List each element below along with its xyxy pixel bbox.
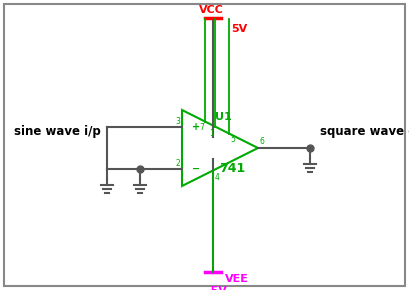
Text: sine wave i/p: sine wave i/p <box>14 126 101 139</box>
Text: -5V: -5V <box>207 286 227 290</box>
Text: −: − <box>192 164 200 174</box>
Text: 2: 2 <box>175 159 180 168</box>
Text: 5V: 5V <box>231 24 247 34</box>
Text: U1: U1 <box>215 113 231 122</box>
Text: 3: 3 <box>175 117 180 126</box>
Text: 5: 5 <box>230 135 235 144</box>
Text: VCC: VCC <box>198 5 223 15</box>
Text: 741: 741 <box>219 162 245 175</box>
Text: VEE: VEE <box>225 274 249 284</box>
Text: 4: 4 <box>215 173 220 182</box>
Text: 6: 6 <box>260 137 265 146</box>
Text: 7: 7 <box>199 124 204 133</box>
Text: 1: 1 <box>209 128 214 137</box>
Text: +: + <box>192 122 200 132</box>
Text: square wave o/p: square wave o/p <box>320 126 409 139</box>
